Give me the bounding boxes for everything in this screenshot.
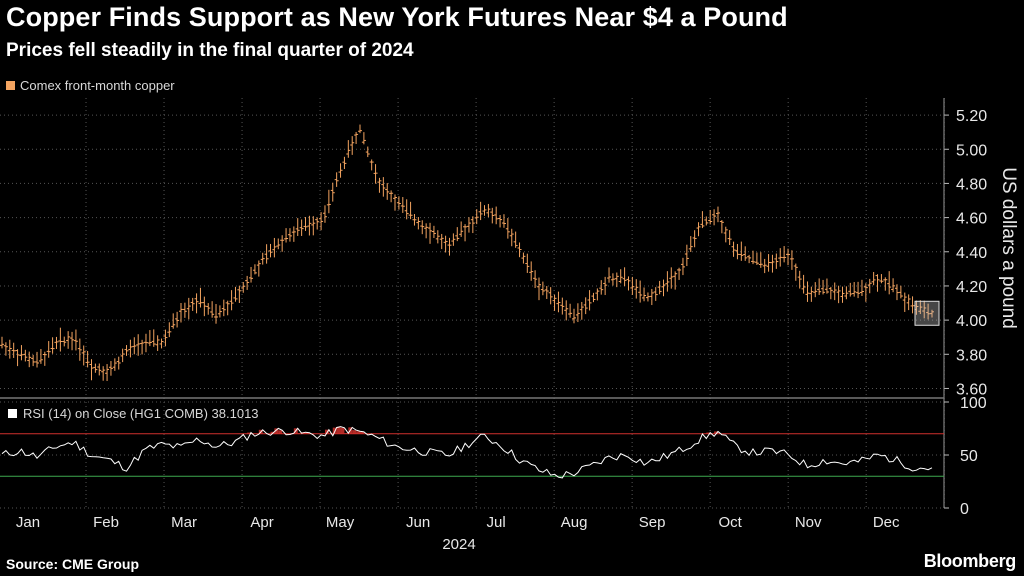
source-note: Source: CME Group (6, 556, 140, 572)
rsi-overbought-fill (278, 430, 283, 434)
y-tick-label: 4.20 (956, 279, 987, 296)
rsi-overbought-fill (270, 431, 275, 434)
x-axis-year: 2024 (442, 536, 475, 553)
rsi-line (1, 426, 933, 479)
x-tick-label: Feb (93, 514, 119, 531)
chart-title: Copper Finds Support as New York Futures… (6, 2, 788, 32)
rsi-legend-swatch (8, 409, 17, 418)
y-tick-label: 4.40 (956, 245, 987, 262)
rsi-legend: RSI (14) on Close (HG1 COMB) 38.1013 (8, 406, 259, 421)
rsi-overbought-fill (247, 432, 252, 434)
x-tick-label: May (326, 514, 355, 531)
x-tick-label: Aug (561, 514, 588, 531)
rsi-legend-label: RSI (14) on Close (HG1 COMB) 38.1013 (23, 406, 259, 421)
rsi-overbought-fill (324, 429, 329, 434)
y-tick-label: 3.80 (956, 347, 987, 364)
x-tick-label: Jun (406, 514, 430, 531)
y-axis-label: US dollars a pound (998, 167, 1019, 329)
y-tick-label: 5.00 (956, 142, 987, 159)
x-tick-label: Dec (873, 514, 900, 531)
rsi-overbought-fill (305, 432, 310, 434)
rsi-tick-label: 100 (960, 395, 987, 412)
x-tick-label: Mar (171, 514, 197, 531)
rsi-overbought-fill (340, 427, 345, 434)
legend: Comex front-month copper (6, 78, 175, 93)
rsi-overbought-fill (297, 433, 302, 434)
x-tick-label: Apr (250, 514, 273, 531)
x-tick-label: Sep (639, 514, 666, 531)
chart-subtitle: Prices fell steadily in the final quarte… (6, 40, 414, 61)
rsi-overbought-fill (336, 426, 341, 434)
y-tick-label: 5.20 (956, 108, 987, 125)
rsi-overbought-fill (714, 431, 718, 434)
x-tick-label: Jan (16, 514, 40, 531)
y-tick-label: 4.80 (956, 176, 987, 193)
y-tick-label: 4.00 (956, 313, 987, 330)
y-tick-label: 3.60 (956, 381, 987, 398)
bloomberg-logo: Bloomberg (923, 551, 1017, 571)
legend-label: Comex front-month copper (20, 78, 175, 93)
latest-price-highlight (914, 300, 940, 326)
rsi-overbought-fill (274, 428, 279, 434)
rsi-overbought-fill (344, 433, 349, 434)
y-tick-label: 4.60 (956, 211, 987, 228)
rsi-overbought-fill (356, 431, 360, 434)
rsi-overbought-fill (352, 430, 357, 434)
x-tick-label: Nov (795, 514, 822, 531)
rsi-tick-label: 50 (960, 448, 978, 465)
rsi-tick-label: 0 (960, 501, 969, 518)
rsi-overbought-fill (359, 431, 364, 434)
x-tick-label: Oct (718, 514, 742, 531)
legend-swatch (6, 81, 15, 90)
rsi-overbought-fill (706, 432, 711, 434)
x-tick-label: Jul (487, 514, 506, 531)
